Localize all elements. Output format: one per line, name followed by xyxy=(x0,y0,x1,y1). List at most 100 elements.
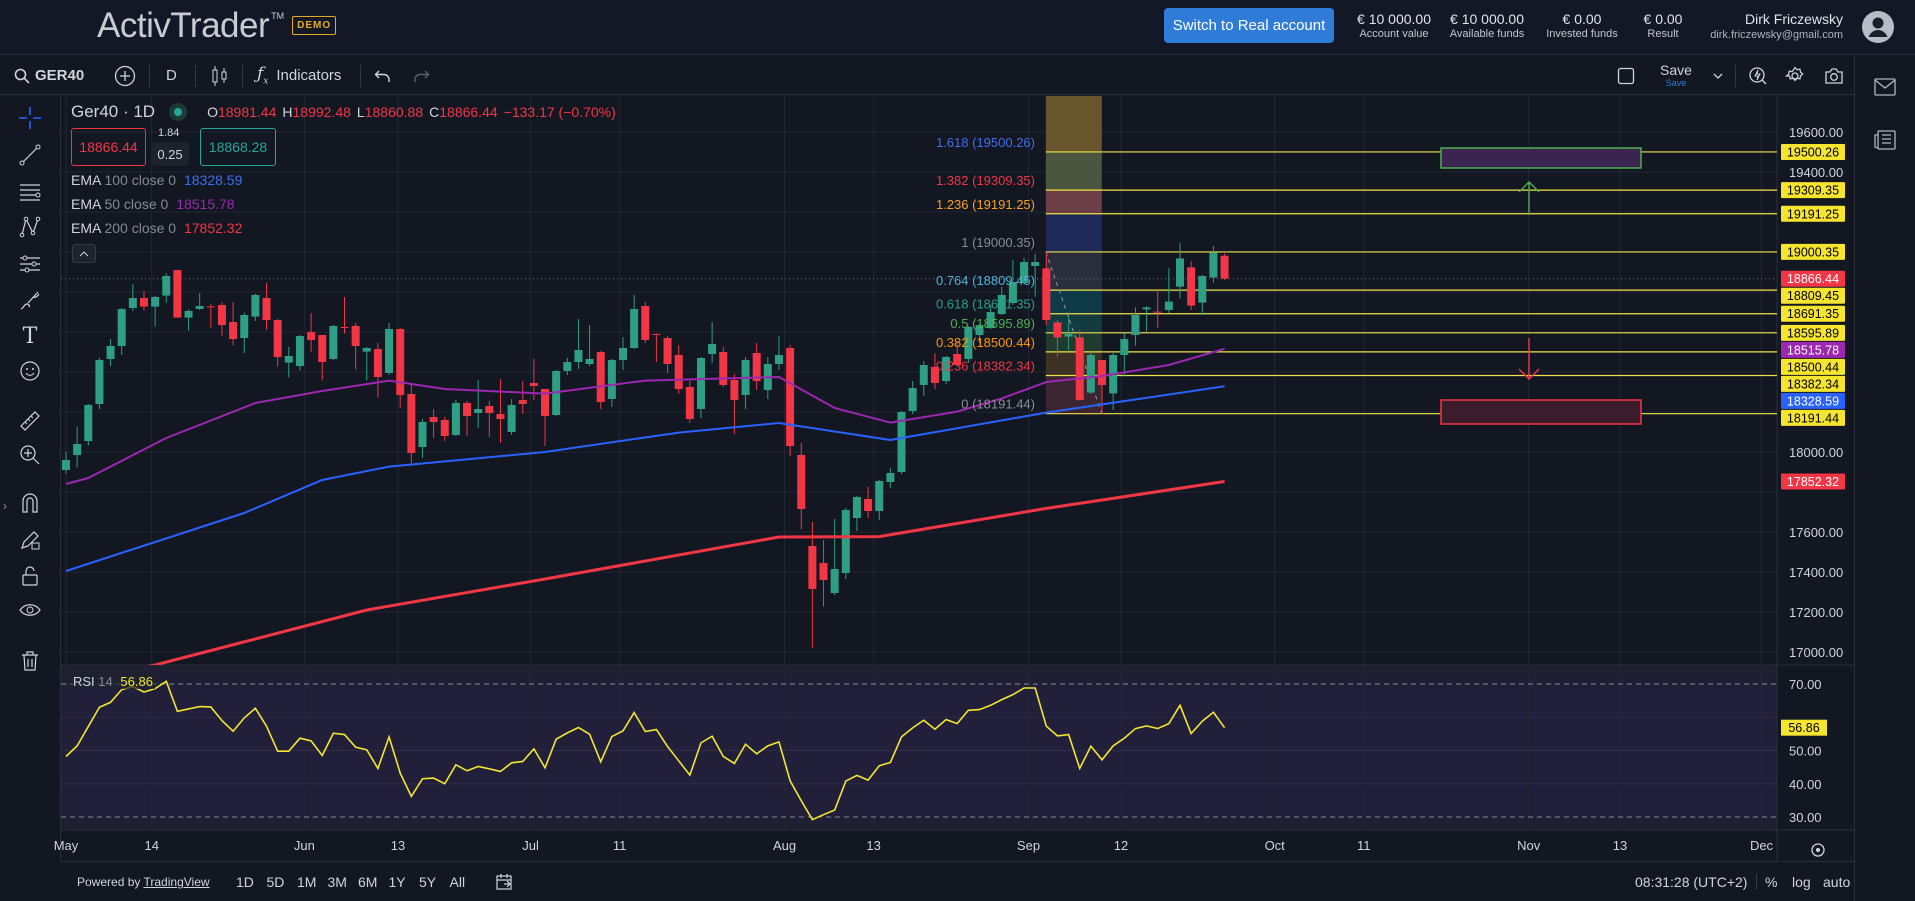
text-tool[interactable]: T xyxy=(17,323,43,349)
axis-settings-button[interactable] xyxy=(1811,843,1825,857)
range-1m[interactable]: 1M xyxy=(297,874,317,890)
candle xyxy=(986,305,995,329)
undo-button[interactable] xyxy=(374,56,392,95)
candle-body xyxy=(1142,307,1151,310)
ema-name: EMA xyxy=(71,220,101,236)
magnet-tool[interactable] xyxy=(17,490,43,516)
price-axis-marker xyxy=(1781,287,1845,304)
fullscreen-button[interactable] xyxy=(1617,56,1635,95)
fib-level-label: 1.382 (19309.35) xyxy=(936,173,1035,188)
clock-time[interactable]: 08:31:28 (UTC+2) xyxy=(1635,874,1748,890)
emoji-tool[interactable] xyxy=(17,358,43,384)
price-axis-marker-label: 18809.45 xyxy=(1787,289,1839,303)
candle-body xyxy=(351,326,360,346)
candle-body xyxy=(240,315,249,338)
range-5y[interactable]: 5Y xyxy=(419,874,437,890)
arrow-down-icon xyxy=(1518,338,1540,380)
measure-tool[interactable] xyxy=(17,408,43,434)
price-chart[interactable]: May 14 Jun 13 Jul 11 Aug 13 Sep 12 Oct 11 Nov 13 Dec 1.… xyxy=(0,0,1854,861)
indicators-label: Indicators xyxy=(276,67,342,84)
range-6m[interactable]: 6M xyxy=(358,874,378,890)
candle xyxy=(964,326,973,363)
messages-button[interactable] xyxy=(1874,78,1896,101)
save-menu-button[interactable] xyxy=(1713,56,1723,95)
range-3m[interactable]: 3M xyxy=(327,874,347,890)
candle xyxy=(1142,306,1151,332)
price-axis-marker xyxy=(1781,270,1845,287)
ema-name: EMA xyxy=(71,196,101,212)
chart-type-button[interactable] xyxy=(211,56,229,95)
news-button[interactable] xyxy=(1874,130,1896,155)
chart-toolbar: GER40 D ƒx Indicators Save Save xyxy=(0,56,1854,95)
log-toggle[interactable]: log xyxy=(1792,874,1811,890)
range-all[interactable]: All xyxy=(449,874,466,890)
candle xyxy=(73,426,82,468)
lock-tool[interactable] xyxy=(17,563,43,589)
indicators-button[interactable]: ƒx Indicators xyxy=(257,56,341,95)
screenshot-button[interactable] xyxy=(1824,56,1844,95)
candle-body xyxy=(329,326,338,359)
candle-body xyxy=(217,305,226,325)
ema-legend[interactable]: EMA 200 close 0 17852.32 xyxy=(71,220,242,236)
prediction-tool[interactable] xyxy=(17,251,43,277)
rsi-value-marker xyxy=(1781,719,1827,736)
candle xyxy=(128,284,137,311)
settings-button[interactable] xyxy=(1785,56,1805,95)
candle-body xyxy=(730,380,739,400)
redo-button[interactable] xyxy=(412,56,430,95)
ema-legend[interactable]: EMA 50 close 0 18515.78 xyxy=(71,196,235,212)
brush-tool[interactable] xyxy=(17,287,43,313)
collapse-legend-button[interactable] xyxy=(72,244,96,263)
range-1d[interactable]: 1D xyxy=(236,874,254,890)
save-button[interactable]: Save Save xyxy=(1660,56,1692,95)
candle-body xyxy=(307,332,316,340)
interval-button[interactable]: D xyxy=(166,67,177,84)
candle xyxy=(652,333,661,362)
trend-line-tool[interactable] xyxy=(17,142,43,168)
percent-toggle[interactable]: % xyxy=(1765,874,1778,890)
candle xyxy=(875,480,884,520)
compare-button[interactable] xyxy=(114,56,136,95)
lock-drawing-tool[interactable] xyxy=(17,527,43,553)
price-axis-marker xyxy=(1781,243,1845,260)
candle xyxy=(1209,246,1218,283)
pattern-tool[interactable] xyxy=(17,214,43,240)
crosshair-tool[interactable] xyxy=(17,105,43,131)
candle xyxy=(574,319,583,369)
price-axis-marker xyxy=(1781,305,1845,322)
rsi-line xyxy=(65,680,1226,821)
candle xyxy=(1120,333,1129,377)
candle xyxy=(429,409,438,438)
tradingview-link[interactable]: TradingView xyxy=(143,875,210,889)
candle-body xyxy=(1098,360,1107,385)
candle xyxy=(852,496,861,531)
date-range-button[interactable] xyxy=(495,872,515,897)
time-axis-label: May xyxy=(54,838,79,853)
buy-button[interactable]: 18868.28 xyxy=(200,128,276,166)
divider xyxy=(1756,874,1757,890)
auto-toggle[interactable]: auto xyxy=(1823,874,1851,890)
range-1y[interactable]: 1Y xyxy=(388,874,406,890)
ema-params: 200 close 0 xyxy=(104,220,177,236)
zoom-tool[interactable] xyxy=(17,442,43,468)
fib-tool[interactable] xyxy=(17,179,43,205)
candle xyxy=(84,404,93,446)
remove-drawings-tool[interactable] xyxy=(17,648,43,674)
avatar[interactable] xyxy=(1862,11,1894,43)
save-label: Save xyxy=(1660,62,1692,78)
switch-to-real-account-button[interactable]: Switch to Real account xyxy=(1164,8,1334,43)
candle xyxy=(184,309,193,331)
user-name[interactable]: Dirk Friczewsky xyxy=(1745,11,1843,27)
sell-button[interactable]: 18866.44 xyxy=(71,128,146,166)
range-5d[interactable]: 5D xyxy=(266,874,285,890)
candle-body xyxy=(1086,355,1095,393)
symbol-search[interactable]: GER40 xyxy=(14,56,84,95)
ema-legend[interactable]: EMA 100 close 0 18328.59 xyxy=(71,172,242,188)
quick-search-button[interactable] xyxy=(1748,56,1768,95)
price-axis-marker xyxy=(1781,409,1845,426)
expand-toolbar-chevron-icon[interactable]: › xyxy=(3,499,7,513)
visibility-tool[interactable] xyxy=(17,597,43,623)
brand: ActivTrader TM DEMO xyxy=(97,5,337,47)
fx-icon: ƒx xyxy=(257,64,269,87)
price-axis-marker-label: 19191.25 xyxy=(1787,207,1839,221)
